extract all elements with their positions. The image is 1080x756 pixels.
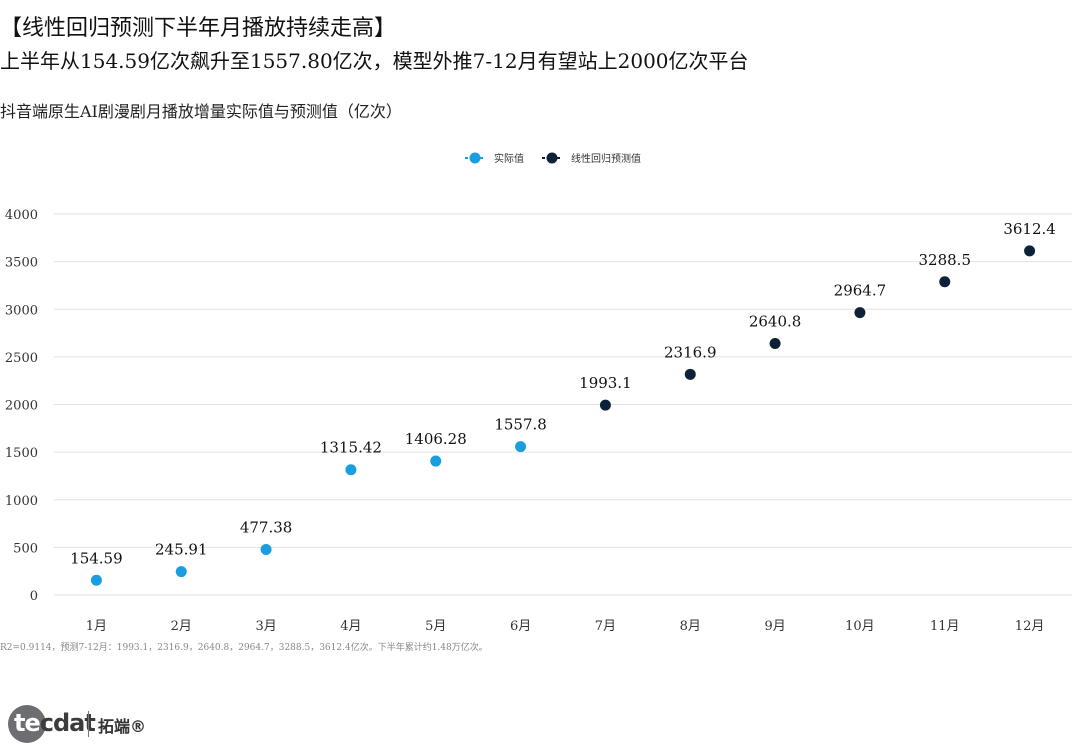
- data-label: 245.91: [155, 541, 208, 559]
- data-label: 3288.5: [919, 251, 972, 269]
- x-tick-label: 2月: [171, 619, 192, 634]
- data-point: [769, 337, 781, 349]
- legend-label: 实际值: [494, 152, 524, 165]
- logo-chinese-name: 拓端®: [98, 717, 147, 736]
- data-point: [1024, 245, 1036, 257]
- chart-legend: 实际值 线性回归预测值: [465, 152, 641, 165]
- data-label: 3612.4: [1003, 220, 1056, 238]
- x-tick-label: 8月: [680, 619, 701, 634]
- data-point: [599, 399, 611, 411]
- y-tick-label: 3500: [5, 256, 38, 271]
- data-label: 1993.1: [579, 374, 632, 392]
- y-tick-label: 500: [13, 541, 38, 556]
- y-tick-label: 2500: [5, 351, 38, 366]
- y-tick-label: 1000: [5, 494, 38, 509]
- data-point: [345, 464, 357, 476]
- data-label: 2640.8: [749, 312, 802, 330]
- y-tick-label: 4000: [5, 208, 38, 223]
- page-subtitle: 上半年从154.59亿次飙升至1557.80亿次，模型外推7-12月有望站上20…: [0, 49, 749, 73]
- footnote: R2=0.9114，预测7-12月：1993.1，2316.9，2640.8，2…: [0, 643, 488, 653]
- data-point: [854, 307, 866, 319]
- legend-marker: [469, 152, 481, 164]
- data-label: 2316.9: [664, 343, 717, 361]
- page-title: 【线性回归预测下半年月播放持续走高】: [0, 16, 397, 41]
- chart-title: 抖音端原生AI剧漫剧月播放增量实际值与预测值（亿次）: [0, 102, 402, 121]
- x-tick-label: 11月: [930, 619, 960, 634]
- data-point: [175, 566, 187, 578]
- data-point: [90, 574, 102, 586]
- brand-logo: tecdat 拓端®: [8, 703, 208, 747]
- data-label: 154.59: [70, 549, 123, 567]
- chart-grid: [54, 213, 1072, 596]
- x-tick-label: 10月: [845, 619, 875, 634]
- legend-marker: [546, 152, 558, 164]
- x-tick-label: 12月: [1015, 619, 1045, 634]
- logo-wordmark: tecdat: [14, 709, 96, 737]
- x-tick-label: 7月: [595, 619, 616, 634]
- logo-divider: [88, 711, 89, 737]
- x-tick-label: 1月: [86, 619, 107, 634]
- y-tick-label: 3000: [5, 303, 38, 318]
- y-tick-label: 0: [30, 589, 38, 604]
- x-tick-label: 9月: [764, 619, 785, 634]
- scatter-chart: 实际值 线性回归预测值 0 500 1000 1500 2000 2500 3000 3500 4…: [5, 152, 1072, 634]
- y-axis: 0 500 1000 1500 2000 2500 3000 3500 4000: [5, 208, 38, 604]
- x-axis: 1月 2月 3月 4月 5月 6月 7月 8月 9月 10月 11月 12月: [86, 619, 1045, 634]
- data-point: [515, 441, 527, 453]
- x-tick-label: 6月: [510, 619, 531, 634]
- data-point: [684, 368, 696, 380]
- x-tick-label: 3月: [255, 619, 276, 634]
- x-tick-label: 5月: [425, 619, 446, 634]
- y-tick-label: 2000: [5, 399, 38, 414]
- y-tick-label: 1500: [5, 446, 38, 461]
- chart-points: 154.59 245.91 477.38 1315.42 1406.28 1557.8 19…: [70, 220, 1056, 586]
- x-tick-label: 4月: [340, 619, 361, 634]
- legend-label: 线性回归预测值: [571, 152, 641, 165]
- data-label: 2964.7: [834, 282, 887, 300]
- logo-circle-icon: [8, 705, 46, 743]
- data-point: [260, 544, 272, 556]
- data-label: 1557.8: [494, 416, 547, 434]
- data-point: [939, 276, 951, 288]
- data-label: 477.38: [240, 519, 293, 537]
- data-label: 1315.42: [320, 439, 382, 457]
- data-label: 1406.28: [405, 430, 467, 448]
- data-point: [430, 455, 442, 467]
